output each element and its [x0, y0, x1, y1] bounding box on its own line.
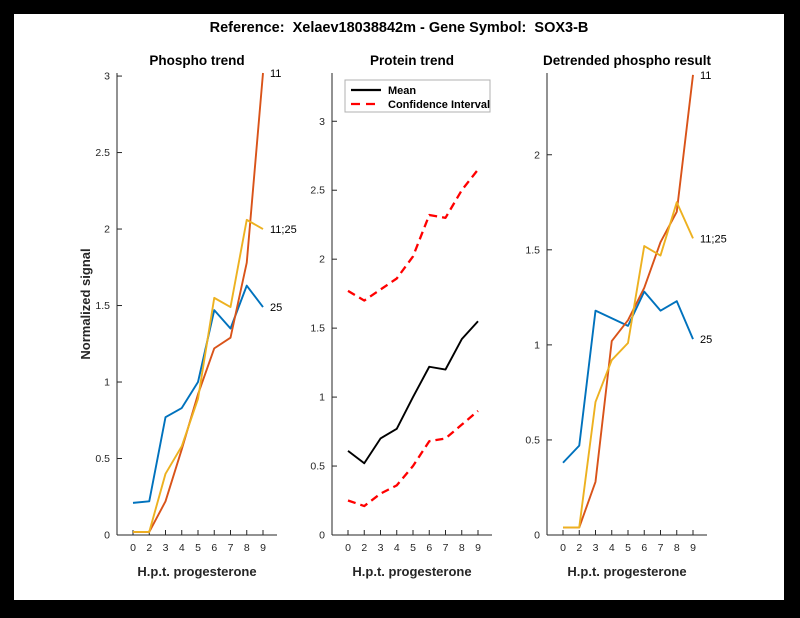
series-line-mean — [347, 320, 479, 465]
series-line-11;25 — [133, 218, 264, 533]
figure-canvas: Reference: Xelaev18038842m - Gene Symbol… — [14, 14, 784, 600]
y-tick-label: 0 — [319, 530, 325, 542]
x-tick-label: 4 — [179, 542, 185, 554]
x-tick-label: 8 — [244, 542, 250, 554]
y-tick-label: 1.5 — [95, 300, 110, 312]
x-tick-label: 0 — [560, 542, 566, 554]
x-tick-label: 6 — [426, 542, 432, 554]
x-tick-label: 5 — [195, 542, 201, 554]
x-tick-label: 5 — [625, 542, 631, 554]
x-axis-label: H.p.t. progesterone — [137, 564, 256, 579]
series-end-label-25: 25 — [700, 334, 712, 346]
x-tick-label: 9 — [690, 542, 696, 554]
x-tick-label: 4 — [609, 542, 615, 554]
x-tick-label: 2 — [361, 542, 367, 554]
x-tick-label: 2 — [576, 542, 582, 554]
x-tick-label: 3 — [163, 542, 169, 554]
legend-label: Mean — [388, 85, 416, 97]
series-line-11 — [133, 72, 264, 533]
x-tick-label: 8 — [674, 542, 680, 554]
y-tick-label: 2 — [319, 254, 325, 266]
legend-box — [344, 79, 491, 113]
y-tick-label: 2.5 — [310, 185, 325, 197]
x-tick-label: 6 — [211, 542, 217, 554]
series-end-label-11: 11 — [700, 70, 711, 82]
x-tick-label: 3 — [378, 542, 384, 554]
y-tick-label: 1 — [534, 339, 540, 351]
x-axis-label: H.p.t. progesterone — [352, 564, 471, 579]
series-line-25 — [562, 290, 694, 464]
y-tick-label: 3 — [319, 116, 325, 128]
y-tick-label: 2 — [534, 149, 540, 161]
y-tick-label: 2 — [104, 224, 110, 236]
y-tick-label: 3 — [104, 71, 110, 83]
series-line-25 — [132, 284, 264, 504]
x-tick-label: 9 — [260, 542, 266, 554]
series-line-ci-lower — [347, 410, 479, 508]
x-tick-label: 3 — [593, 542, 599, 554]
subplot-title: Detrended phospho result — [543, 53, 712, 68]
figure-title: Reference: Xelaev18038842m - Gene Symbol… — [209, 20, 589, 36]
x-tick-label: 0 — [345, 542, 351, 554]
series-end-label-11;25: 11;25 — [270, 224, 297, 236]
subplot-title: Phospho trend — [149, 53, 244, 68]
series-line-11 — [563, 74, 694, 529]
x-tick-label: 7 — [443, 542, 449, 554]
series-end-label-25: 25 — [270, 302, 282, 314]
x-tick-label: 5 — [410, 542, 416, 554]
x-tick-label: 7 — [658, 542, 664, 554]
series-end-label-11;25: 11;25 — [700, 233, 727, 245]
x-tick-label: 0 — [130, 542, 136, 554]
y-tick-label: 1 — [104, 377, 110, 389]
x-tick-label: 9 — [475, 542, 481, 554]
series-line-ci-upper — [347, 168, 479, 302]
x-tick-label: 2 — [146, 542, 152, 554]
y-axis-label: Normalized signal — [78, 248, 93, 359]
x-axis-label: H.p.t. progesterone — [567, 564, 686, 579]
series-end-label-11: 11 — [270, 68, 281, 80]
y-tick-label: 0.5 — [95, 453, 110, 465]
x-tick-label: 4 — [394, 542, 400, 554]
y-tick-label: 1 — [319, 392, 325, 404]
y-tick-label: 0.5 — [310, 461, 325, 473]
y-tick-label: 1.5 — [310, 323, 325, 335]
legend-label: Confidence Interval — [388, 99, 490, 111]
y-tick-label: 1.5 — [525, 244, 540, 256]
x-tick-label: 8 — [459, 542, 465, 554]
y-tick-label: 0 — [534, 530, 540, 542]
x-tick-label: 6 — [641, 542, 647, 554]
y-tick-label: 2.5 — [95, 147, 110, 159]
y-tick-label: 0 — [104, 530, 110, 542]
subplot-title: Protein trend — [370, 53, 454, 68]
x-tick-label: 7 — [228, 542, 234, 554]
series-line-11;25 — [563, 201, 694, 529]
y-tick-label: 0.5 — [525, 434, 540, 446]
